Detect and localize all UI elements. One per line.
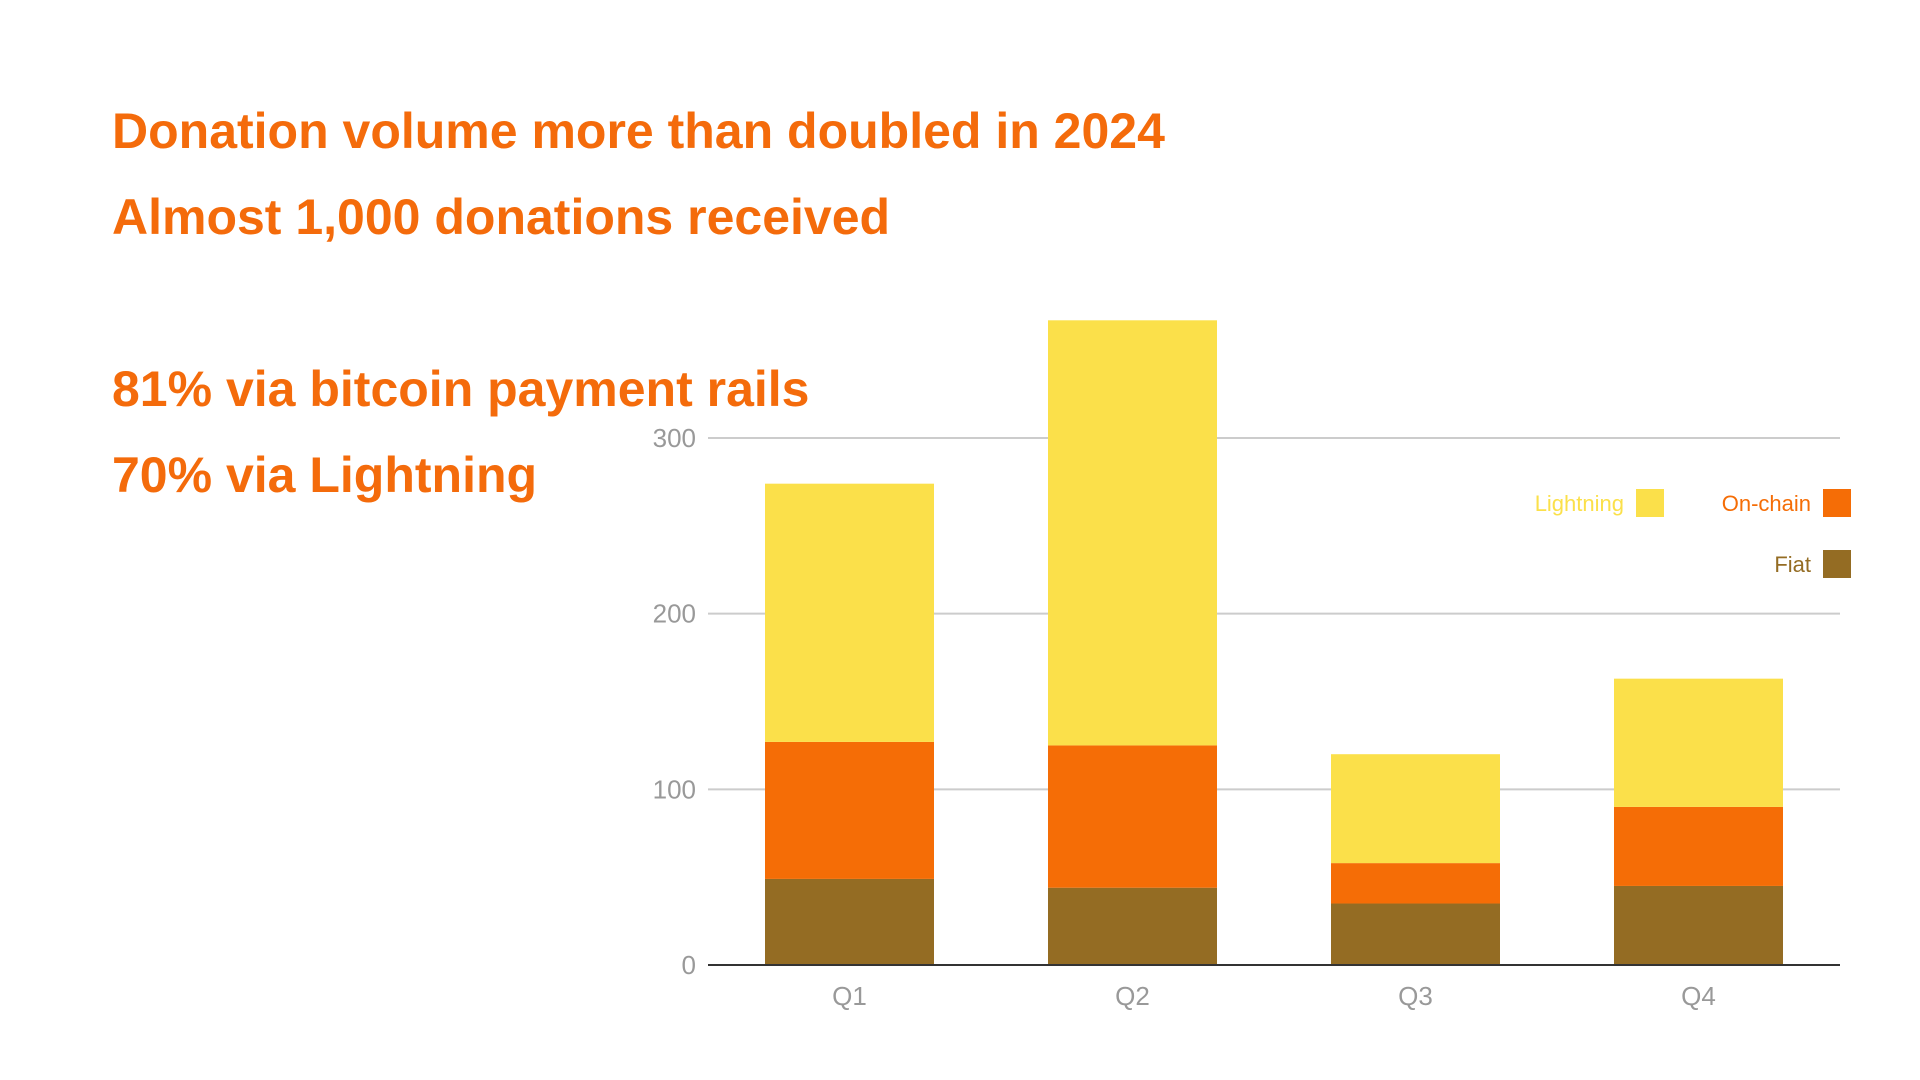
- headline-bitcoin-share: 81% via bitcoin payment rails: [112, 361, 810, 417]
- bar-onchain-q2: [1048, 745, 1217, 888]
- legend-swatch-onchain: [1823, 489, 1851, 517]
- bar-fiat-q3: [1331, 903, 1500, 965]
- bar-lightning-q2: [1048, 320, 1217, 746]
- y-tick-label: 200: [653, 599, 696, 629]
- x-tick-label: Q1: [832, 981, 867, 1011]
- bar-fiat-q4: [1614, 885, 1783, 965]
- x-tick-label: Q4: [1681, 981, 1716, 1011]
- bar-lightning-q4: [1614, 678, 1783, 807]
- y-tick-label: 300: [653, 423, 696, 453]
- y-tick-label: 0: [682, 950, 696, 980]
- bar-fiat-q1: [765, 878, 934, 965]
- bar-onchain-q1: [765, 741, 934, 879]
- bar-lightning-q3: [1331, 754, 1500, 864]
- legend-swatch-fiat: [1823, 550, 1851, 578]
- bar-fiat-q2: [1048, 887, 1217, 965]
- x-tick-label: Q2: [1115, 981, 1150, 1011]
- y-tick-label: 100: [653, 774, 696, 804]
- legend-swatch-lightning: [1636, 489, 1664, 517]
- legend-label-fiat: Fiat: [1774, 552, 1811, 577]
- legend-label-onchain: On-chain: [1722, 491, 1811, 516]
- x-tick-label: Q3: [1398, 981, 1433, 1011]
- headline-count: Almost 1,000 donations received: [112, 189, 891, 245]
- headline-lightning-share: 70% via Lightning: [112, 447, 538, 503]
- headline-volume: Donation volume more than doubled in 202…: [112, 103, 1165, 159]
- bar-onchain-q3: [1331, 863, 1500, 904]
- bar-onchain-q4: [1614, 806, 1783, 886]
- legend-label-lightning: Lightning: [1535, 491, 1624, 516]
- bar-lightning-q1: [765, 483, 934, 742]
